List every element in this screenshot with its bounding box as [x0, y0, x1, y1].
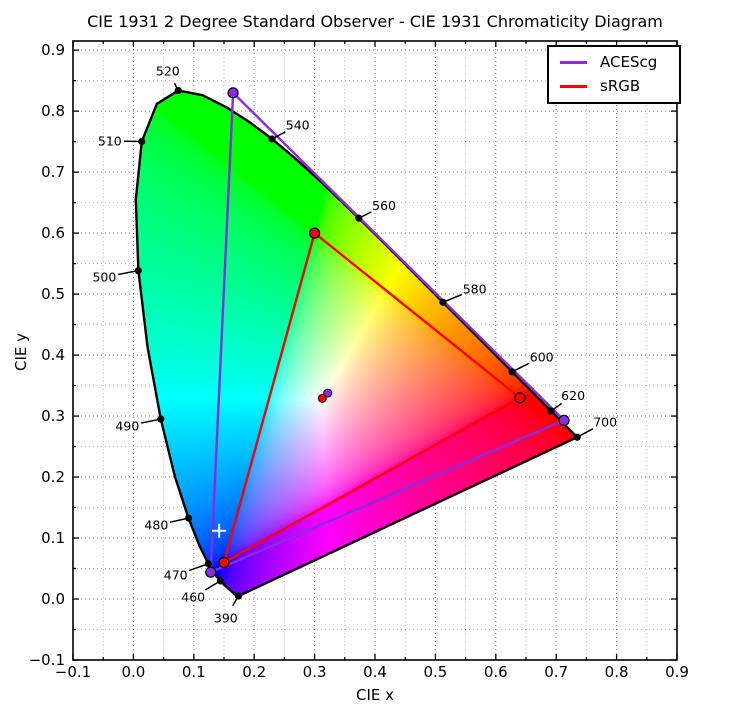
x-tick-label-0.3: 0.3	[303, 663, 327, 681]
wavelength-label-490: 490	[115, 418, 139, 433]
white-cross-marker	[212, 523, 227, 538]
wavelength-label-620: 620	[561, 388, 585, 403]
acescg-line-swatch	[560, 61, 587, 64]
wavelength-540-dot	[268, 135, 276, 143]
wavelength-label-520: 520	[156, 63, 180, 78]
acescg-whitepoint-marker	[323, 388, 333, 398]
srgb-whitepoint-marker	[317, 393, 327, 403]
wavelength-560-dot	[355, 214, 363, 222]
wavelength-label-700: 700	[593, 415, 617, 430]
x-tick-label-0.4: 0.4	[363, 663, 387, 681]
x-tick-label-0.8: 0.8	[605, 663, 629, 681]
wavelength-label-580: 580	[463, 282, 487, 297]
wavelength-label-470: 470	[164, 568, 188, 583]
chromaticity-fill-canvas	[73, 41, 677, 660]
y-tick-label-0.4: 0.4	[41, 346, 65, 364]
wavelength-label-540: 540	[286, 118, 310, 133]
wavelength-500-dot	[134, 267, 142, 275]
wavelength-470-dot	[204, 560, 212, 568]
y-tick-label-0.1: 0.1	[41, 529, 65, 547]
wavelength-label-600: 600	[530, 349, 554, 364]
acescg-primary-r-marker	[558, 414, 570, 426]
srgb-line-swatch	[560, 85, 587, 88]
legend: ACEScg sRGB	[547, 45, 681, 104]
wavelength-510-dot	[138, 137, 146, 146]
y-tick-label-0.3: 0.3	[41, 407, 65, 425]
wavelength-label-390: 390	[214, 610, 238, 625]
wavelength-700-dot	[573, 433, 581, 441]
x-tick-label-0.2: 0.2	[242, 663, 266, 681]
x-tick-label-0.9: 0.9	[665, 663, 689, 681]
legend-label-acescg: ACEScg	[600, 53, 658, 71]
x-tick-label-0.7: 0.7	[544, 663, 568, 681]
wavelength-490-dot	[157, 415, 165, 423]
wavelength-label-510: 510	[98, 134, 122, 149]
y-tick-label-0.9: 0.9	[41, 41, 65, 59]
y-tick-label-0.6: 0.6	[41, 224, 65, 242]
acescg-gamut-triangle	[209, 91, 566, 574]
wavelength-label-500: 500	[92, 270, 116, 285]
srgb-primary-b-marker	[218, 556, 230, 569]
wavelength-390-dot	[234, 592, 242, 600]
y-tick-label-0.7: 0.7	[41, 163, 65, 181]
x-tick-label-0.6: 0.6	[484, 663, 508, 681]
spectral-locus-outline	[134, 89, 579, 598]
wavelength-label-460: 460	[181, 590, 205, 605]
wavelength-label-560: 560	[372, 198, 396, 213]
srgb-gamut-triangle	[222, 231, 522, 564]
y-tick-label-−0.1: −0.1	[29, 651, 65, 669]
y-tick-label-0.8: 0.8	[41, 102, 65, 120]
legend-entry-acescg: ACEScg	[560, 55, 670, 70]
wavelength-460-dot	[216, 577, 224, 585]
acescg-primary-g-marker	[227, 87, 239, 99]
y-tick-label-0.0: 0.0	[41, 590, 65, 608]
x-tick-label-−0.1: −0.1	[55, 663, 91, 681]
wavelength-580-dot	[439, 298, 447, 306]
y-tick-label-0.2: 0.2	[41, 468, 65, 486]
x-tick-label-0.1: 0.1	[182, 663, 206, 681]
chart-title: CIE 1931 2 Degree Standard Observer - CI…	[87, 12, 663, 31]
x-tick-label-0.0: 0.0	[121, 663, 145, 681]
x-axis-title: CIE x	[355, 686, 395, 704]
x-tick-label-0.5: 0.5	[423, 663, 447, 681]
legend-entry-srgb: sRGB	[560, 79, 670, 94]
y-tick-label-0.5: 0.5	[41, 285, 65, 303]
srgb-primary-g-marker	[309, 227, 321, 239]
wavelength-label-480: 480	[144, 518, 168, 533]
legend-label-srgb: sRGB	[600, 77, 641, 95]
wavelength-520-dot	[174, 86, 182, 95]
wavelength-600-dot	[508, 368, 516, 376]
srgb-primary-r-marker	[514, 392, 526, 404]
acescg-primary-b-marker	[205, 566, 217, 578]
wavelength-620-dot	[547, 407, 555, 415]
wavelength-480-dot	[184, 514, 193, 522]
